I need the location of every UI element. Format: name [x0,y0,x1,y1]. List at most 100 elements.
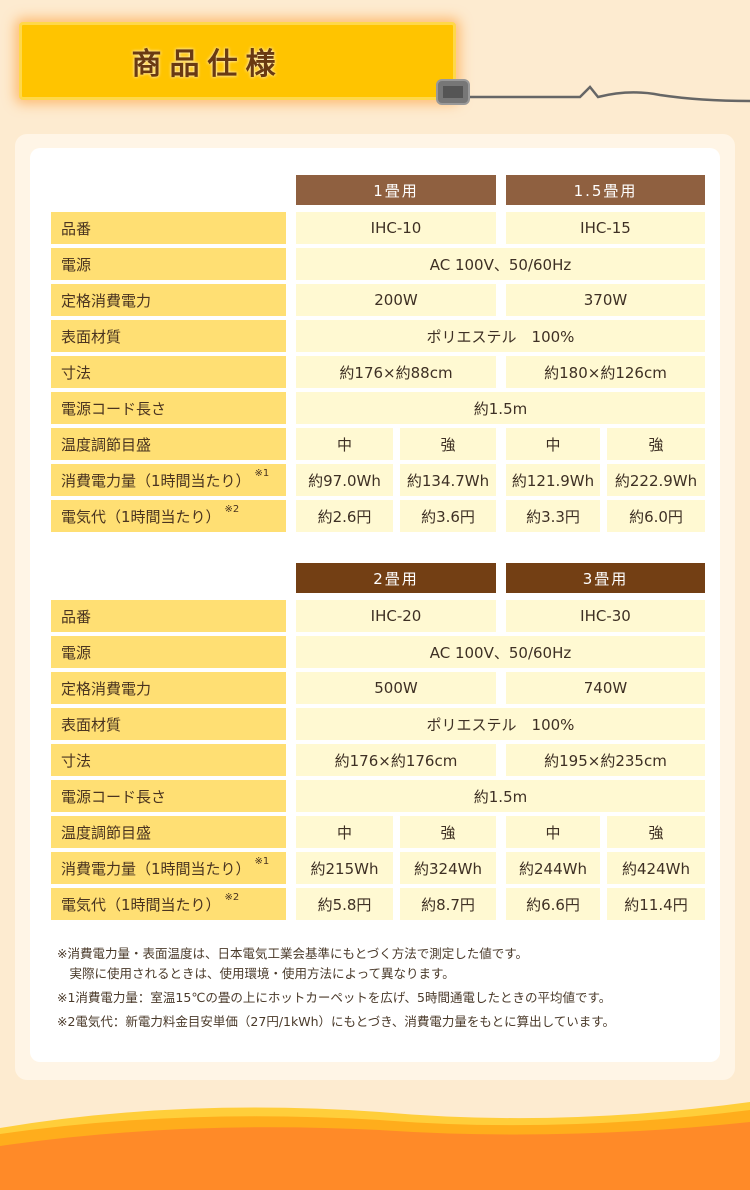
cell-value: AC 100V、50/60Hz [296,636,705,668]
cell-value: 740W [506,672,705,704]
cell-value: 500W [296,672,496,704]
row-label: 品番 [51,600,286,632]
cell-value: IHC-20 [296,600,496,632]
cell-value: 約6.6円 [506,888,600,920]
row-label: 電源コード長さ [51,392,286,424]
cell-value: 約424Wh [607,852,705,884]
title-banner: 商品仕様 [19,22,456,100]
row-label: 品番 [51,212,286,244]
footnote-marker: ※2 [224,504,240,515]
table-row: 電源 AC 100V、50/60Hz [51,636,705,668]
cell-value: 約3.6円 [400,500,496,532]
row-label-text: 表面材質 [61,327,122,346]
row-label-text: 寸法 [61,751,92,770]
row-label: 寸法 [51,744,286,776]
table-row: 消費電力量（1時間当たり） ※1 約97.0Wh 約134.7Wh 約121.9Wh 約2… [51,464,705,496]
table-row: 電源 AC 100V、50/60Hz [51,248,705,280]
row-label-text: 電源 [61,643,92,662]
power-cord-icon [436,79,750,105]
row-label: 消費電力量（1時間当たり） ※1 [51,464,286,496]
cell-value: 約222.9Wh [607,464,705,496]
cell-value: IHC-15 [506,212,705,244]
cell-value: 約134.7Wh [400,464,496,496]
row-label: 電源 [51,248,286,280]
row-label: 電気代（1時間当たり） ※2 [51,888,286,920]
cell-value: 約121.9Wh [506,464,600,496]
cell-value: 約180×約126cm [506,356,705,388]
row-label: 表面材質 [51,708,286,740]
row-label-text: 電源コード長さ [61,787,167,806]
cell-value: IHC-30 [506,600,705,632]
row-label-text: 電源コード長さ [61,399,167,418]
row-label: 寸法 [51,356,286,388]
footnote: ※2電気代：新電力料金目安単価（27円/1kWh）にもとづき、消費電力量をもとに… [57,1014,616,1029]
cell-value: 約1.5m [296,780,705,812]
decorative-wave [0,1102,750,1190]
table-row: 温度調節目盛中強中強 [51,428,705,460]
row-label: 定格消費電力 [51,284,286,316]
row-label: 温度調節目盛 [51,816,286,848]
footnote-marker: ※1 [254,856,270,867]
cell-value: 約1.5m [296,392,705,424]
table-row: 電気代（1時間当たり） ※2 約2.6円 約3.6円 約3.3円 約6.0円 [51,500,705,532]
row-label-text: 表面材質 [61,715,122,734]
cell-value: 強 [400,428,496,460]
row-label-text: 定格消費電力 [61,679,152,698]
row-label: 電源コード長さ [51,780,286,812]
cell-value: ポリエステル 100% [296,320,705,352]
cell-value: 約11.4円 [607,888,705,920]
cell-value: 約6.0円 [607,500,705,532]
footnote-marker: ※2 [224,892,240,903]
cell-value: 中 [506,428,600,460]
footnote-marker: ※1 [254,468,270,479]
footnote: 実際に使用されるときは、使用環境・使用方法によって異なります。 [57,966,455,981]
row-label-text: 温度調節目盛 [61,823,152,842]
table-row: 表面材質 ポリエステル 100% [51,708,705,740]
row-label-text: 電源 [61,255,92,274]
cell-value: 約97.0Wh [296,464,393,496]
column-header: 1.5畳用 [506,175,705,205]
table-row: 寸法 約176×約176cm 約195×約235cm [51,744,705,776]
row-label: 消費電力量（1時間当たり） ※1 [51,852,286,884]
cell-value: 約176×約176cm [296,744,496,776]
cell-value: 約244Wh [506,852,600,884]
cell-value: 370W [506,284,705,316]
column-header: 3畳用 [506,563,705,593]
cell-value: AC 100V、50/60Hz [296,248,705,280]
table-row: 寸法 約176×約88cm 約180×約126cm [51,356,705,388]
table-row: 表面材質 ポリエステル 100% [51,320,705,352]
cell-value: 約195×約235cm [506,744,705,776]
footnote: ※1消費電力量：室温15℃の畳の上にホットカーペットを広げ、5時間通電したときの… [57,990,612,1005]
cell-value: 約324Wh [400,852,496,884]
row-label: 電気代（1時間当たり） ※2 [51,500,286,532]
cell-value: 約176×約88cm [296,356,496,388]
cell-value: 強 [400,816,496,848]
footnotes: ※消費電力量・表面温度は、日本電気工業会基準にもとづく方法で測定した値です。 実… [57,944,615,1036]
cell-value: 200W [296,284,496,316]
cell-value: 約3.3円 [506,500,600,532]
row-label-text: 品番 [61,607,92,626]
table-row: 温度調節目盛中強中強 [51,816,705,848]
row-label-text: 電気代（1時間当たり） [61,895,221,914]
row-label-text: 電気代（1時間当たり） [61,507,221,526]
footnote: ※消費電力量・表面温度は、日本電気工業会基準にもとづく方法で測定した値です。 [57,946,528,961]
row-label-text: 温度調節目盛 [61,435,152,454]
cell-value: IHC-10 [296,212,496,244]
cell-value: 約215Wh [296,852,393,884]
cell-value: 約2.6円 [296,500,393,532]
table-row: 電気代（1時間当たり） ※2 約5.8円 約8.7円 約6.6円 約11.4円 [51,888,705,920]
row-label-text: 品番 [61,219,92,238]
page-title: 商品仕様 [131,47,284,82]
cell-value: 約5.8円 [296,888,393,920]
cell-value: 約8.7円 [400,888,496,920]
table-row: 電源コード長さ 約1.5m [51,392,705,424]
table-row: 品番 IHC-20 IHC-30 [51,600,705,632]
column-header: 2畳用 [296,563,496,593]
row-label-text: 定格消費電力 [61,291,152,310]
row-label-text: 消費電力量（1時間当たり） [61,471,251,490]
table-row: 定格消費電力 500W 740W [51,672,705,704]
column-header: 1畳用 [296,175,496,205]
table-row: 電源コード長さ 約1.5m [51,780,705,812]
cell-value: ポリエステル 100% [296,708,705,740]
cell-value: 中 [296,428,393,460]
